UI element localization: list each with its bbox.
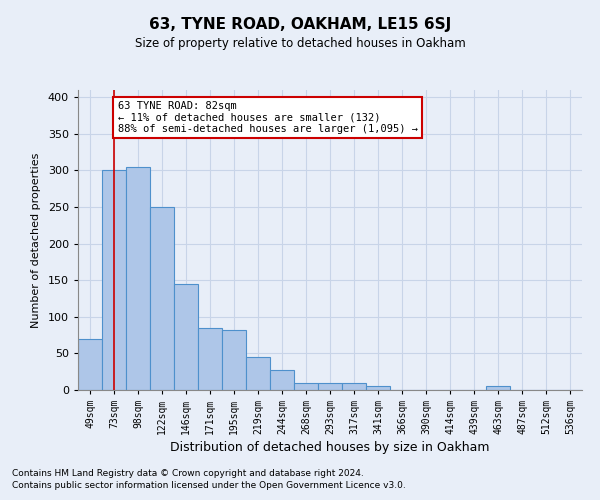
- Bar: [126, 167, 150, 390]
- X-axis label: Distribution of detached houses by size in Oakham: Distribution of detached houses by size …: [170, 441, 490, 454]
- Bar: [342, 382, 366, 390]
- Bar: [246, 357, 270, 390]
- Text: Size of property relative to detached houses in Oakham: Size of property relative to detached ho…: [134, 38, 466, 51]
- Text: Contains HM Land Registry data © Crown copyright and database right 2024.: Contains HM Land Registry data © Crown c…: [12, 468, 364, 477]
- Bar: [270, 370, 294, 390]
- Bar: [366, 386, 390, 390]
- Text: 63 TYNE ROAD: 82sqm
← 11% of detached houses are smaller (132)
88% of semi-detac: 63 TYNE ROAD: 82sqm ← 11% of detached ho…: [118, 101, 418, 134]
- Bar: [150, 207, 174, 390]
- Y-axis label: Number of detached properties: Number of detached properties: [31, 152, 41, 328]
- Bar: [78, 339, 102, 390]
- Bar: [294, 382, 318, 390]
- Text: Contains public sector information licensed under the Open Government Licence v3: Contains public sector information licen…: [12, 481, 406, 490]
- Bar: [486, 386, 510, 390]
- Text: 63, TYNE ROAD, OAKHAM, LE15 6SJ: 63, TYNE ROAD, OAKHAM, LE15 6SJ: [149, 18, 451, 32]
- Bar: [174, 284, 198, 390]
- Bar: [318, 382, 342, 390]
- Bar: [198, 328, 222, 390]
- Bar: [102, 170, 126, 390]
- Bar: [222, 330, 246, 390]
